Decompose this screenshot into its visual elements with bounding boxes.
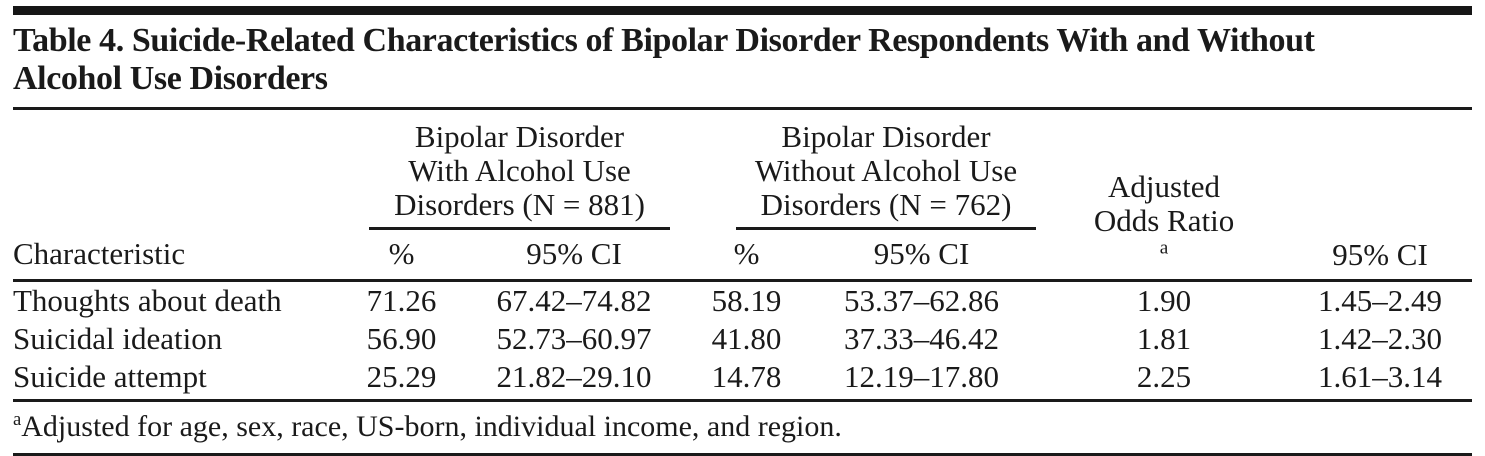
pct-aud-cell: 25.29 <box>345 357 458 402</box>
ci-aud-cell: 67.42–74.82 <box>496 282 652 318</box>
group-header-bd-without-aud: Bipolar Disorder Without Alcohol Use Dis… <box>690 108 1040 230</box>
pct-noaud-cell: 58.19 <box>711 282 782 318</box>
aor-superscript: a <box>1159 237 1169 259</box>
pct1-header: % <box>345 229 458 282</box>
aor-ci-cell: 1.61–3.14 <box>1288 357 1473 402</box>
top-rule <box>13 6 1472 15</box>
ci-noaud-cell: 37.33–46.42 <box>844 320 999 356</box>
pct2-header: % <box>690 229 803 282</box>
table-title-line2: Alcohol Use Disorders <box>13 60 328 98</box>
characteristic-cell: Suicide attempt <box>13 357 345 402</box>
group2-line1: Bipolar Disorder <box>781 118 991 154</box>
group2-line3: Disorders (N = 762) <box>760 186 1012 222</box>
adjusted-odds-ratio-header: Adjusted Odds Ratio a <box>1040 108 1289 282</box>
aor-ci-cell: 1.42–2.30 <box>1318 320 1443 356</box>
aor-cell: 1.90 <box>1136 282 1192 318</box>
pct-noaud-cell: 41.80 <box>711 320 782 356</box>
aor-ci-header: 95% CI <box>1288 108 1473 282</box>
pct-aud-cell: 56.90 <box>366 320 437 356</box>
aor-ci-cell: 1.45–2.49 <box>1318 282 1443 318</box>
group1-line2: With Alcohol Use <box>408 152 631 188</box>
characteristic-cell: Thoughts about death <box>13 282 282 318</box>
ci1-header: 95% CI <box>458 229 690 282</box>
characteristic-cell: Suicidal ideation <box>13 320 223 356</box>
table-title-line1: Table 4. Suicide-Related Characteristics… <box>13 22 1315 59</box>
ci-aud-cell: 52.73–60.97 <box>496 320 652 356</box>
footnote-marker: a <box>13 408 22 430</box>
aor-header-line1: Adjusted <box>1108 168 1220 204</box>
group1-line3: Disorders (N = 881) <box>394 186 645 222</box>
table-row: Suicide attempt 25.29 21.82–29.10 14.78 … <box>13 357 1473 402</box>
pct-noaud-cell: 14.78 <box>690 357 803 402</box>
ci-noaud-cell: 12.19–17.80 <box>803 357 1041 402</box>
subheader-row: % 95% CI % 95% CI <box>13 229 1472 282</box>
table-row: Thoughts about death 71.26 67.42–74.82 5… <box>13 280 1472 320</box>
aor-header-line2: Odds Ratio a <box>1093 202 1235 259</box>
ci-aud-cell: 21.82–29.10 <box>458 357 690 402</box>
ci2-header: 95% CI <box>803 229 1041 282</box>
characteristics-table: Characteristic Bipolar Disorder With Alc… <box>13 106 1473 402</box>
pct-aud-cell: 71.26 <box>366 282 437 318</box>
aor-cell: 1.81 <box>1136 320 1192 356</box>
aor-cell: 2.25 <box>1040 357 1289 402</box>
footnote-text: Adjusted for age, sex, race, US-born, in… <box>21 409 842 443</box>
table-row: Suicidal ideation 56.90 52.73–60.97 41.8… <box>13 320 1472 358</box>
group2-line2: Without Alcohol Use <box>754 152 1018 188</box>
characteristic-header: Characteristic <box>13 108 345 282</box>
column-group-header-row: Characteristic Bipolar Disorder With Alc… <box>13 108 1473 282</box>
group1-line1: Bipolar Disorder <box>414 118 625 154</box>
group-header-bd-with-aud: Bipolar Disorder With Alcohol Use Disord… <box>345 108 690 230</box>
table-title: Table 4. Suicide-Related Characteristics… <box>13 22 1472 99</box>
ci-noaud-cell: 53.37–62.86 <box>844 282 999 318</box>
footnote: aAdjusted for age, sex, race, US-born, i… <box>13 402 1472 456</box>
